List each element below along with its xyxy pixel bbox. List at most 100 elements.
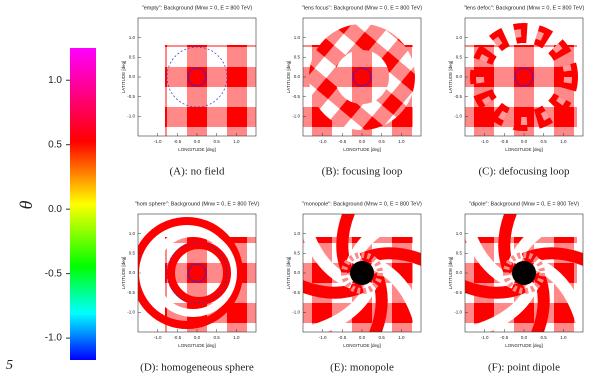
colorbar-tick-label: -1.0 <box>45 333 63 344</box>
panel-title: "lens defoc": Background (Mnw = 0, E = 8… <box>464 5 585 11</box>
y-tick-label: 0.0 <box>456 270 463 275</box>
blue-circle <box>187 263 207 283</box>
blue-circle <box>187 67 207 87</box>
x-tick-label: 0.5 <box>379 139 386 144</box>
swirl <box>369 257 421 332</box>
x-tick-label: 1.0 <box>398 139 405 144</box>
panel: "dipole": Background (Mnw = 0, E = 800 T… <box>448 201 584 374</box>
x-tick-label: 1.0 <box>398 335 405 340</box>
y-tick-label: 1.0 <box>294 231 301 236</box>
y-tick-label: -1.0 <box>454 114 462 119</box>
y-axis-label: LATITUDE [deg] <box>121 61 126 94</box>
panel-title: "empty": Background (Mnw = 0, E = 800 Te… <box>142 5 253 11</box>
y-tick-label: 0.5 <box>456 251 463 256</box>
x-tick-label: 0.5 <box>379 335 386 340</box>
y-tick-label: 0.0 <box>129 270 136 275</box>
y-tick-label: 1.0 <box>294 35 301 40</box>
y-tick-label: -0.5 <box>454 290 462 295</box>
y-tick-label: -1.0 <box>127 310 135 315</box>
x-axis-label: LONGITUDE [deg] <box>178 343 216 348</box>
x-tick-label: -0.5 <box>173 335 181 340</box>
colorbar-tick-label: 1.0 <box>48 75 62 86</box>
y-tick-label: 0.5 <box>129 55 136 60</box>
x-tick-label: -1.0 <box>481 335 489 340</box>
y-tick-label: 0.0 <box>294 270 301 275</box>
y-tick-label: -1.0 <box>292 310 300 315</box>
x-tick-label: 1.0 <box>233 139 240 144</box>
x-tick-label: 1.0 <box>560 335 567 340</box>
x-axis-label: LONGITUDE [deg] <box>178 147 216 152</box>
panel-image <box>465 214 583 332</box>
y-tick-label: 1.0 <box>129 35 136 40</box>
x-tick-label: -0.5 <box>338 139 346 144</box>
panel-title: "lens focus": Background (Mnw = 0, E = 8… <box>302 5 422 11</box>
ring <box>138 217 243 329</box>
panel-title: "monopole": Background (Mnw = 0, E = 800… <box>302 201 422 207</box>
x-tick-label: -1.0 <box>481 139 489 144</box>
y-tick-label: 0.0 <box>456 74 463 79</box>
x-tick-label: -1.0 <box>319 335 327 340</box>
swirl <box>303 280 365 299</box>
panel-image <box>138 217 256 332</box>
panel-image <box>465 23 578 136</box>
y-tick-label: 0.5 <box>129 251 136 256</box>
y-axis-label: LATITUDE [deg] <box>286 257 291 290</box>
x-axis-label: LONGITUDE [deg] <box>505 147 543 152</box>
colorbar <box>70 48 96 360</box>
y-tick-label: -1.0 <box>292 114 300 119</box>
y-tick-label: 0.5 <box>456 55 463 60</box>
x-axis-label: LONGITUDE [deg] <box>343 343 381 348</box>
x-tick-label: 0.0 <box>359 139 366 144</box>
black-hole <box>512 261 536 285</box>
x-tick-label: 0.5 <box>214 139 221 144</box>
x-tick-label: 0.5 <box>541 335 548 340</box>
panel-image <box>303 24 415 136</box>
panel-image <box>165 45 256 136</box>
colorbar-tick-label: -0.5 <box>45 268 63 279</box>
y-tick-label: -0.5 <box>127 290 135 295</box>
panel-title: "dipole": Background (Mnw = 0, E = 800 T… <box>469 201 579 207</box>
blue-circle <box>514 67 534 87</box>
panel-caption: (F): point dipole <box>488 362 560 374</box>
y-axis-label: LATITUDE [deg] <box>448 61 453 94</box>
ring <box>149 229 237 317</box>
x-axis-label: LONGITUDE [deg] <box>343 147 381 152</box>
x-tick-label: -0.5 <box>338 335 346 340</box>
swirl <box>303 280 378 332</box>
x-tick-label: 0.0 <box>521 335 528 340</box>
x-tick-label: 1.0 <box>560 139 567 144</box>
x-tick-label: 0.0 <box>359 335 366 340</box>
panel-caption: (C): defocusing loop <box>478 166 570 178</box>
ring <box>476 29 572 125</box>
x-tick-label: -0.5 <box>500 335 508 340</box>
y-tick-label: 0.0 <box>294 74 301 79</box>
y-tick-label: 0.5 <box>294 251 301 256</box>
x-tick-label: 0.0 <box>521 139 528 144</box>
x-tick-label: -0.5 <box>500 139 508 144</box>
black-hole <box>350 261 374 285</box>
x-axis-label: LONGITUDE [deg] <box>505 343 543 348</box>
background <box>165 45 256 136</box>
colorbar-tick-label: 0.0 <box>48 204 62 215</box>
x-tick-label: 1.0 <box>233 335 240 340</box>
x-tick-label: -0.5 <box>173 139 181 144</box>
y-tick-label: -1.0 <box>454 310 462 315</box>
y-tick-label: 0.0 <box>129 74 136 79</box>
panel-caption: (E): monopole <box>330 362 394 374</box>
x-tick-label: 0.5 <box>214 335 221 340</box>
x-tick-label: -1.0 <box>154 335 162 340</box>
panel: "lens focus": Background (Mnw = 0, E = 8… <box>286 5 422 177</box>
y-tick-label: -0.5 <box>292 290 300 295</box>
swirl <box>465 280 527 299</box>
y-tick-label: -0.5 <box>292 94 300 99</box>
panel-image <box>303 214 421 332</box>
panel-title: "hom sphere": Background (Mnw = 0, E = 8… <box>135 201 260 207</box>
panel: "lens defoc": Background (Mnw = 0, E = 8… <box>448 5 584 177</box>
swirl <box>498 214 517 276</box>
y-tick-label: 1.0 <box>456 35 463 40</box>
swirl <box>336 214 355 276</box>
swirl <box>531 257 583 332</box>
y-tick-label: -1.0 <box>127 114 135 119</box>
ring <box>503 252 545 294</box>
